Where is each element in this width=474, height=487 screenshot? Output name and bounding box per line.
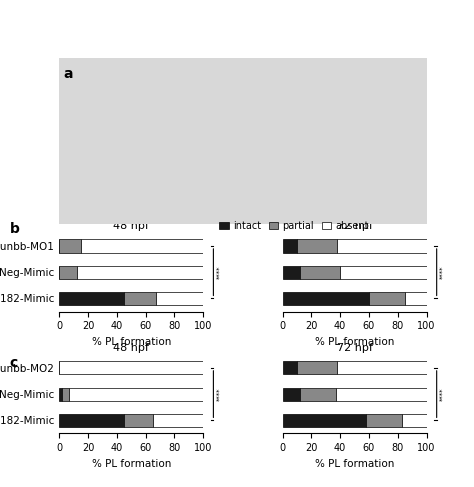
Bar <box>69 388 203 401</box>
X-axis label: % PL formation: % PL formation <box>315 459 394 468</box>
Bar <box>59 240 81 253</box>
Bar <box>337 240 427 253</box>
X-axis label: % PL formation: % PL formation <box>91 459 171 468</box>
Bar <box>62 388 69 401</box>
Bar <box>59 414 124 427</box>
Bar <box>76 265 203 279</box>
Bar <box>405 292 427 305</box>
Text: ****: **** <box>439 387 446 401</box>
Title: 72 hpf: 72 hpf <box>337 221 373 231</box>
Bar <box>153 414 203 427</box>
Bar <box>402 414 427 427</box>
Bar <box>283 414 366 427</box>
Bar <box>283 292 369 305</box>
Bar <box>124 292 156 305</box>
Bar <box>297 361 337 375</box>
Bar <box>300 388 336 401</box>
Bar <box>340 265 427 279</box>
Bar <box>366 414 402 427</box>
X-axis label: % PL formation: % PL formation <box>315 337 394 347</box>
Bar <box>283 388 300 401</box>
Text: c: c <box>9 356 18 370</box>
Bar <box>297 240 337 253</box>
Text: ****: **** <box>439 265 446 279</box>
Bar <box>300 265 340 279</box>
Bar <box>369 292 405 305</box>
Bar <box>337 361 427 375</box>
Title: 48 hpf: 48 hpf <box>113 221 149 231</box>
Bar <box>59 388 62 401</box>
Bar <box>283 240 297 253</box>
Bar <box>124 414 153 427</box>
Legend: intact, partial, absent: intact, partial, absent <box>215 217 373 234</box>
Bar <box>59 292 124 305</box>
Text: b: b <box>9 222 19 236</box>
Bar <box>336 388 427 401</box>
Text: ****: **** <box>216 265 222 279</box>
Bar <box>156 292 203 305</box>
Bar <box>81 240 203 253</box>
Bar <box>283 265 300 279</box>
Text: ****: **** <box>216 387 222 401</box>
Title: 72 hpf: 72 hpf <box>337 343 373 353</box>
Text: a: a <box>63 67 73 81</box>
X-axis label: % PL formation: % PL formation <box>91 337 171 347</box>
Bar <box>59 361 203 375</box>
Bar <box>59 265 76 279</box>
Title: 48 hpf: 48 hpf <box>113 343 149 353</box>
Bar <box>283 361 297 375</box>
